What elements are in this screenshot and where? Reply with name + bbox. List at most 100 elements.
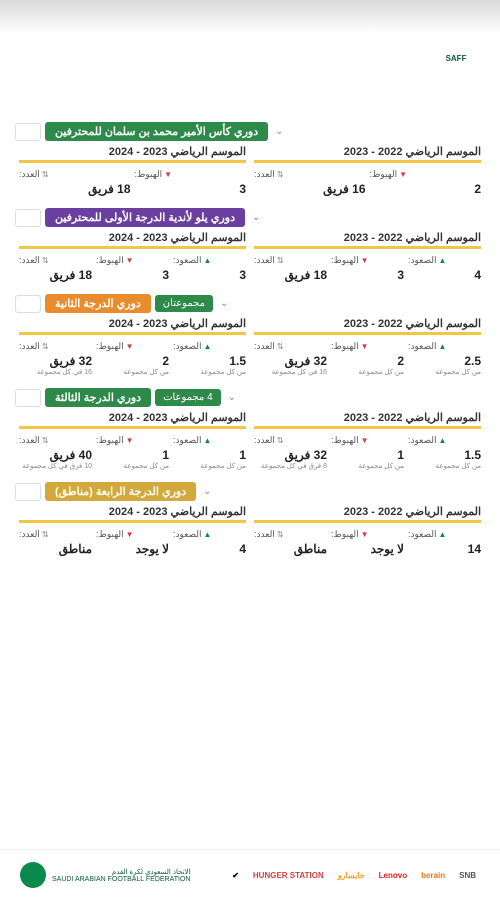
relegation-stat-value: لا يوجد — [96, 542, 169, 556]
promotion-stat: ▲الصعود:2.5من كل مجموعة — [408, 341, 481, 376]
relegation-stat-sub: من كل مجموعة — [331, 462, 404, 470]
league-logo — [15, 483, 41, 501]
arrow-icon: ▼ — [361, 342, 369, 351]
relegation-stat-value: 1 — [331, 448, 404, 462]
relegation-stat: ▼الهبوط:2من كل مجموعة — [331, 341, 404, 376]
promotion-stat-label: ▲الصعود: — [408, 435, 481, 446]
relegation-stat-value: 1 — [96, 448, 169, 462]
stats-row: ▲الصعود:14▼الهبوط:لا يوجد⇅العدد:مناطق — [254, 529, 481, 556]
league-block: ⌄مجموعتاندوري الدرجة الثانيةالموسم الريا… — [15, 294, 485, 376]
promotion-stat-label: ▲الصعود: — [173, 341, 246, 352]
relegation-stat: ▼الهبوط: 2 — [370, 169, 482, 196]
count-stat-value: 32 فريق — [19, 354, 92, 368]
relegation-stat: ▼الهبوط: 1من كل مجموعة — [331, 435, 404, 470]
arrow-icon: ▼ — [399, 170, 407, 179]
stats-row: ▲الصعود:1من كل مجموعة▼الهبوط:1من كل مجمو… — [19, 435, 246, 470]
relegation-stat-label: ▼الهبوط: — [331, 435, 404, 446]
stats-row: ▲الصعود:1.5من كل مجموعة▼الهبوط:1من كل مج… — [254, 435, 481, 470]
arrow-icon: ▲ — [204, 530, 212, 539]
promotion-stat-value: 14 — [408, 542, 481, 556]
count-stat-label: ⇅العدد: — [19, 169, 131, 180]
relegation-stat-sub: من كل مجموعة — [96, 462, 169, 470]
count-stat-label: ⇅العدد: — [19, 341, 92, 352]
promotion-stat-value: 4 — [408, 268, 481, 282]
league-header: ⌄دوري يلو لأندية الدرجة الأولى للمحترفين — [15, 208, 485, 227]
chevron-down-icon: ⌄ — [228, 392, 236, 403]
promotion-stat: ▲الصعود:1.5من كل مجموعة — [173, 341, 246, 376]
arrow-icon: ⇅ — [277, 256, 284, 265]
season-title: الموسم الرياضي 2022 - 2023 — [254, 411, 481, 429]
arrow-icon: ▼ — [126, 530, 134, 539]
count-stat-label: ⇅العدد: — [19, 435, 92, 446]
promotion-stat-sub: من كل مجموعة — [173, 368, 246, 376]
arrow-icon: ▲ — [439, 530, 447, 539]
season-title: الموسم الرياضي 2023 - 2024 — [19, 231, 246, 249]
page-header: SAFF عدد الأندية المشاركة في المسابقات ا… — [0, 0, 500, 112]
relegation-stat-value: 3 — [96, 268, 169, 282]
sponsors-row: SNBberainLenovoجايساروHUNGER STATION✔ — [228, 869, 480, 882]
season-column: الموسم الرياضي 2022 - 2023▲الصعود:4▼الهب… — [250, 231, 485, 282]
saff-logo: SAFF — [432, 35, 480, 83]
promotion-stat-sub: من كل مجموعة — [408, 368, 481, 376]
season-title: الموسم الرياضي 2022 - 2023 — [254, 231, 481, 249]
saff-footer: الاتحاد السعودي لكرة القدم SAUDI ARABIAN… — [20, 862, 190, 888]
count-stat-value: مناطق — [19, 542, 92, 556]
relegation-stat-label: ▼الهبوط: — [135, 169, 247, 180]
stats-row: ▲الصعود:4▼الهبوط:3⇅العدد:18 فريق — [254, 255, 481, 282]
count-stat-sub: 8 فرق في كل مجموعة — [254, 462, 327, 470]
season-title: الموسم الرياضي 2022 - 2023 — [254, 317, 481, 335]
arrow-icon: ▲ — [439, 436, 447, 445]
chevron-down-icon: ⌄ — [252, 212, 260, 223]
promotion-stat-sub: من كل مجموعة — [173, 462, 246, 470]
arrow-icon: ▼ — [126, 342, 134, 351]
league-block: ⌄دوري الدرجة الرابعة (مناطق)الموسم الريا… — [15, 482, 485, 556]
count-stat-label: ⇅العدد: — [19, 529, 92, 540]
arrow-icon: ⇅ — [277, 436, 284, 445]
count-stat: ⇅العدد: مناطق — [19, 529, 92, 556]
leagues-container: ⌄ دوري كأس الأمير محمد بن سلمان للمحترفين… — [0, 112, 500, 556]
stats-row: ▼الهبوط:3⇅العدد:18 فريق — [19, 169, 246, 196]
page-title: عدد الأندية المشاركة في المسابقات المحلي… — [140, 30, 420, 87]
arrow-icon: ⇅ — [42, 530, 49, 539]
promotion-stat-value: 1.5 — [408, 448, 481, 462]
sponsor-logo: Lenovo — [375, 869, 411, 882]
relegation-stat: ▼الهبوط:1من كل مجموعة — [96, 435, 169, 470]
count-stat-value: 40 فريق — [19, 448, 92, 462]
promotion-stat: ▲الصعود:14 — [408, 529, 481, 556]
promotion-stat-value: 2.5 — [408, 354, 481, 368]
count-stat-label: ⇅العدد: — [254, 529, 327, 540]
league-name-badge: دوري كأس الأمير محمد بن سلمان للمحترفين — [45, 122, 268, 141]
relegation-stat-label: ▼الهبوط: — [370, 169, 482, 180]
count-stat-value: 32 فريق — [254, 354, 327, 368]
relegation-stat-sub: من كل مجموعة — [96, 368, 169, 376]
count-stat-value: 18 فريق — [254, 268, 327, 282]
season-column: الموسم الرياضي 2022 - 2023▼الهبوط:2⇅العد… — [250, 145, 485, 196]
promotion-stat: ▲الصعود:3 — [173, 255, 246, 282]
relegation-stat-value: 2 — [370, 182, 482, 196]
promotion-stat-label: ▲الصعود: — [173, 529, 246, 540]
page-footer: SNBberainLenovoجايساروHUNGER STATION✔ ال… — [0, 849, 500, 900]
arrow-icon: ▲ — [439, 256, 447, 265]
seasons-row: الموسم الرياضي 2022 - 2023▲الصعود:1.5من … — [15, 411, 485, 470]
relegation-stat-value: 3 — [331, 268, 404, 282]
league-name-badge: دوري الدرجة الرابعة (مناطق) — [45, 482, 196, 501]
promotion-stat-value: 1 — [173, 448, 246, 462]
chevron-down-icon: ⌄ — [220, 298, 228, 309]
promotion-stat: ▲الصعود: 4 — [173, 529, 246, 556]
stats-row: ▲الصعود:3▼الهبوط:3⇅العدد:18 فريق — [19, 255, 246, 282]
count-stat-sub: 10 فرق في كل مجموعة — [19, 462, 92, 470]
arrow-icon: ⇅ — [42, 256, 49, 265]
count-stat-sub: 16 في كل مجموعة — [254, 368, 327, 376]
saff-footer-logo — [20, 862, 46, 888]
arrow-icon: ⇅ — [42, 342, 49, 351]
count-stat: ⇅العدد:مناطق — [254, 529, 327, 556]
count-stat: ⇅العدد:32 فريق8 فرق في كل مجموعة — [254, 435, 327, 470]
arrow-icon: ▼ — [126, 256, 134, 265]
promotion-stat: ▲الصعود:1من كل مجموعة — [173, 435, 246, 470]
promotion-stat-label: ▲الصعود: — [173, 255, 246, 266]
promotion-stat-value: 4 — [173, 542, 246, 556]
season-column: الموسم الرياضي 2022 - 2023▲الصعود:1.5من … — [250, 411, 485, 470]
relegation-stat-value: 3 — [135, 182, 247, 196]
promotion-stat-sub: من كل مجموعة — [408, 462, 481, 470]
relegation-stat-label: ▼الهبوط: — [96, 341, 169, 352]
